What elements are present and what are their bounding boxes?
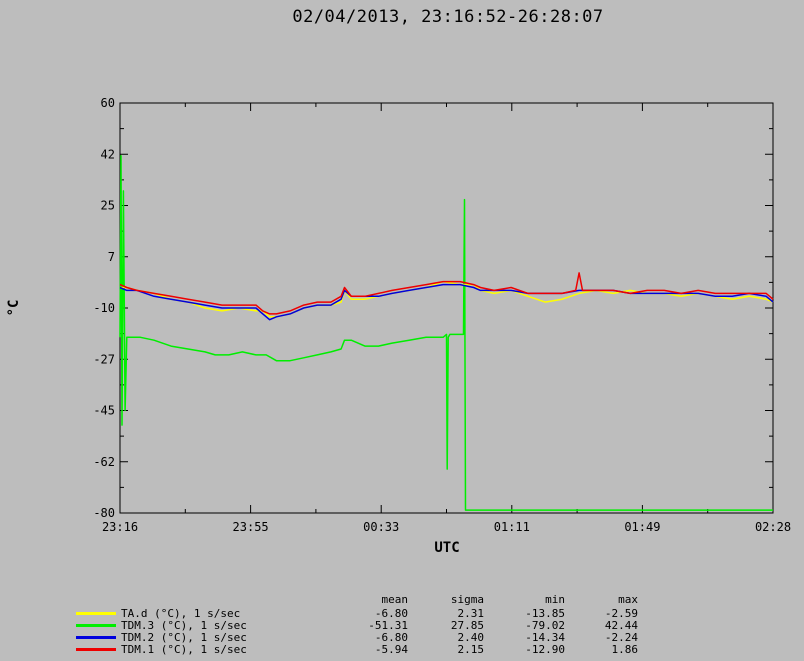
y-tick-label: -27 bbox=[93, 352, 115, 366]
stats-value: 1.86 bbox=[612, 643, 639, 656]
y-axis-label: °C bbox=[6, 300, 22, 317]
stats-value: 42.44 bbox=[605, 619, 638, 632]
x-tick-label: 01:11 bbox=[494, 520, 530, 534]
y-tick-label: 42 bbox=[101, 147, 115, 161]
stats-header-max: max bbox=[618, 593, 638, 606]
y-tick-label: 60 bbox=[101, 96, 115, 110]
x-tick-label: 02:28 bbox=[755, 520, 791, 534]
y-tick-label: 7 bbox=[108, 250, 115, 264]
stats-value: 27.85 bbox=[451, 619, 484, 632]
stats-value: -2.24 bbox=[605, 631, 638, 644]
stats-value: -79.02 bbox=[525, 619, 565, 632]
series-line-tdm-3 bbox=[119, 154, 773, 511]
stats-value: -14.34 bbox=[525, 631, 565, 644]
legend-label: TDM.3 (°C), 1 s/sec bbox=[121, 619, 247, 632]
stats-value: -6.80 bbox=[375, 607, 408, 620]
x-tick-label: 01:49 bbox=[624, 520, 660, 534]
series-layer bbox=[119, 154, 774, 511]
legend-label: TA.d (°C), 1 s/sec bbox=[121, 607, 240, 620]
y-tick-label: -80 bbox=[93, 506, 115, 520]
stats-value: 2.15 bbox=[458, 643, 485, 656]
stats-value: -12.90 bbox=[525, 643, 565, 656]
x-axis: 23:16 23:55 00:33 01:11 01:49 02:28 bbox=[102, 103, 791, 534]
stats-value: -13.85 bbox=[525, 607, 565, 620]
chart-title: 02/04/2013, 23:16:52-26:28:07 bbox=[292, 7, 603, 27]
stats-value: 2.31 bbox=[458, 607, 485, 620]
y-tick-label: -62 bbox=[93, 455, 115, 469]
stats-value: -2.59 bbox=[605, 607, 638, 620]
x-tick-label: 00:33 bbox=[363, 520, 399, 534]
stats-header-mean: mean bbox=[382, 593, 409, 606]
x-axis-label: UTC bbox=[434, 540, 459, 556]
x-tick-label: 23:55 bbox=[233, 520, 269, 534]
y-axis: 60 42 25 7 -10 -27 -45 -62 -80 bbox=[93, 96, 773, 520]
stats-header-sigma: sigma bbox=[451, 593, 484, 606]
legend-label: TDM.1 (°C), 1 s/sec bbox=[121, 643, 247, 656]
x-tick-label: 23:16 bbox=[102, 520, 138, 534]
legend-label: TDM.2 (°C), 1 s/sec bbox=[121, 631, 247, 644]
y-tick-label: -10 bbox=[93, 301, 115, 315]
y-tick-label: -45 bbox=[93, 404, 115, 418]
series-line-tdm-2 bbox=[119, 283, 774, 321]
stats-header-min: min bbox=[545, 593, 565, 606]
stats-value: -51.31 bbox=[368, 619, 408, 632]
stats-value: 2.40 bbox=[458, 631, 485, 644]
stats-value: -5.94 bbox=[375, 643, 408, 656]
y-tick-label: 25 bbox=[101, 199, 115, 213]
series-line-tdm-1 bbox=[119, 272, 774, 315]
stats-value: -6.80 bbox=[375, 631, 408, 644]
legend: mean sigma min max TA.d (°C), 1 s/sec -6.80 2.… bbox=[76, 593, 638, 656]
